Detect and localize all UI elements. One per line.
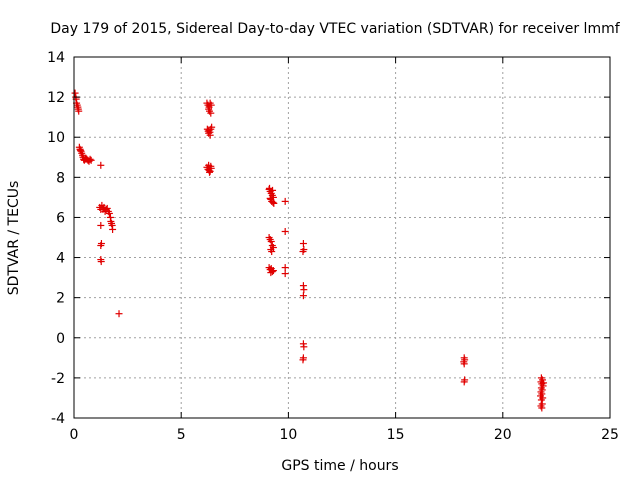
data-point [206,167,214,175]
y-tick-label: 2 [56,291,65,307]
data-point [208,123,216,131]
data-point [115,310,123,318]
data-point [281,264,289,272]
data-point [268,248,276,256]
tick-labels: 0 5 10 15 20 25 -4 -2 0 2 4 6 8 10 12 14 [47,50,619,443]
data-point [267,269,275,277]
data-point [207,109,215,117]
y-tick-label: 6 [56,210,65,226]
data-point [537,392,545,400]
data-point [76,146,84,154]
data-point [105,209,113,217]
y-tick-label: 8 [56,170,65,186]
data-point [460,360,468,368]
axis-ticks [73,56,611,419]
data-point [460,378,468,386]
data-point [299,240,307,248]
y-tick-label: -4 [51,411,65,427]
x-tick-label: 25 [601,427,619,443]
data-point [207,101,215,109]
y-tick-label: 14 [47,50,65,66]
data-point [87,156,95,164]
x-tick-label: 5 [177,427,186,443]
data-point [300,286,308,294]
y-tick-label: 4 [56,251,65,267]
y-tick-label: 0 [56,331,65,347]
data-point [300,343,308,351]
plot-frame [73,56,611,419]
data-point [97,242,105,250]
y-tick-label: 10 [47,130,65,146]
data-point [281,270,289,278]
data-point [270,199,278,207]
data-point [266,194,274,202]
x-axis-label: GPS time / hours [281,458,398,474]
data-point [97,258,105,266]
x-tick-label: 20 [494,427,512,443]
data-point [269,186,277,194]
data-point [299,248,307,256]
data-point [268,268,276,276]
data-point [86,155,94,163]
chart-title: Day 179 of 2015, Sidereal Day-to-day VTE… [50,21,620,37]
data-point [299,292,307,300]
data-point [75,107,83,115]
data-point [267,238,275,246]
data-point [207,162,215,170]
data-point [97,161,105,169]
data-point [281,197,289,205]
data-point [281,227,289,235]
data-point [537,396,545,404]
data-point [97,221,105,229]
data-point [71,89,79,97]
data-point [206,168,214,176]
x-tick-label: 10 [279,427,297,443]
data-point [299,356,307,364]
y-tick-label: -2 [51,371,65,387]
x-tick-label: 15 [387,427,405,443]
data-point [269,198,277,206]
grid-lines [74,57,610,418]
data-point [205,129,213,137]
y-axis-label: SDTVAR / TECUs [6,181,22,296]
data-point [109,225,117,233]
x-tick-label: 0 [70,427,79,443]
data-point [538,404,546,412]
data-point [540,379,548,387]
data-point [103,204,111,212]
y-tick-label: 12 [47,90,65,106]
